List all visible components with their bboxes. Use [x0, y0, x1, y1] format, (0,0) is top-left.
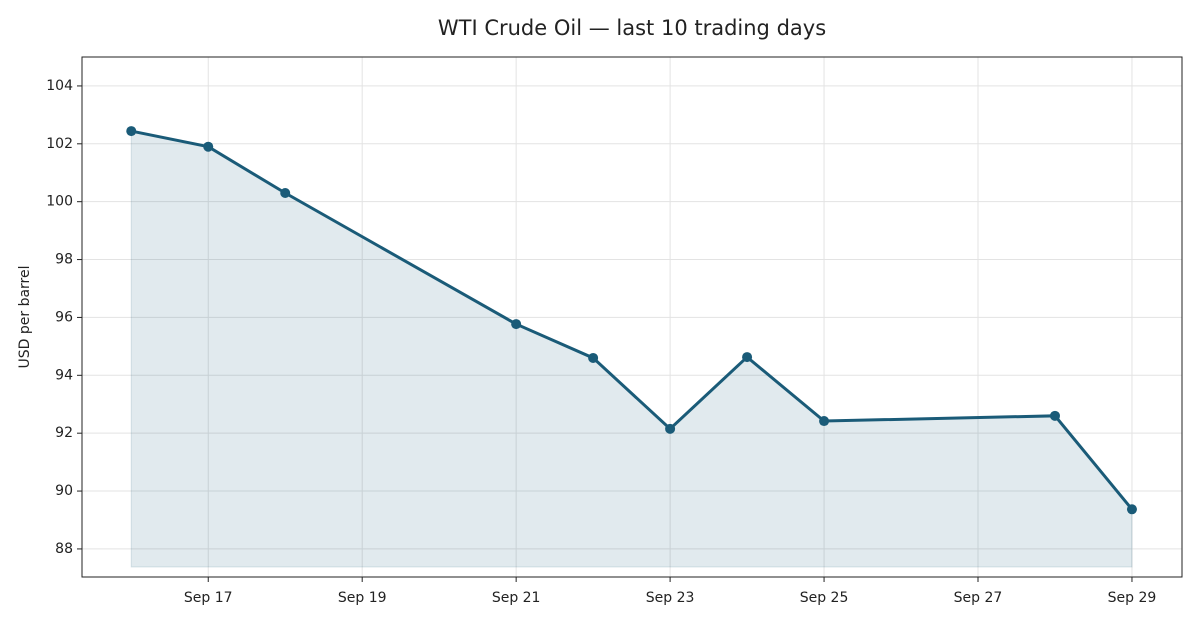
point	[588, 352, 599, 363]
y-tick-label: 92	[55, 425, 73, 441]
y-tick-label: 90	[55, 483, 73, 499]
x-tick-label: Sep 17	[184, 590, 233, 606]
point	[280, 188, 291, 199]
line	[130, 129, 1134, 511]
y-tick-label: 96	[55, 309, 73, 325]
y-tick-label: 104	[46, 78, 73, 94]
y-tick-label: 98	[55, 252, 73, 268]
point	[511, 319, 522, 330]
x-tick-label: Sep 27	[954, 590, 1003, 606]
point	[203, 141, 214, 152]
x-tick-label: Sep 29	[1108, 590, 1157, 606]
point	[742, 352, 753, 363]
point	[665, 423, 676, 434]
x-tick-label: Sep 19	[338, 590, 387, 606]
point	[1126, 504, 1137, 515]
y-tick-label: 100	[46, 194, 73, 210]
point	[126, 126, 137, 137]
point	[1049, 410, 1060, 421]
y-tick-label: 102	[46, 136, 73, 152]
plot-frame	[81, 56, 1183, 578]
point	[819, 416, 830, 427]
x-tick-label: Sep 21	[492, 590, 541, 606]
y-tick-label: 94	[55, 367, 73, 383]
x-tick-label: Sep 25	[800, 590, 849, 606]
x-tick-label: Sep 23	[646, 590, 695, 606]
chart-title: WTI Crude Oil — last 10 trading days	[438, 16, 826, 40]
y-tick-label: 88	[55, 541, 73, 557]
y-axis-label: USD per barrel	[17, 266, 33, 369]
area	[130, 130, 1133, 568]
